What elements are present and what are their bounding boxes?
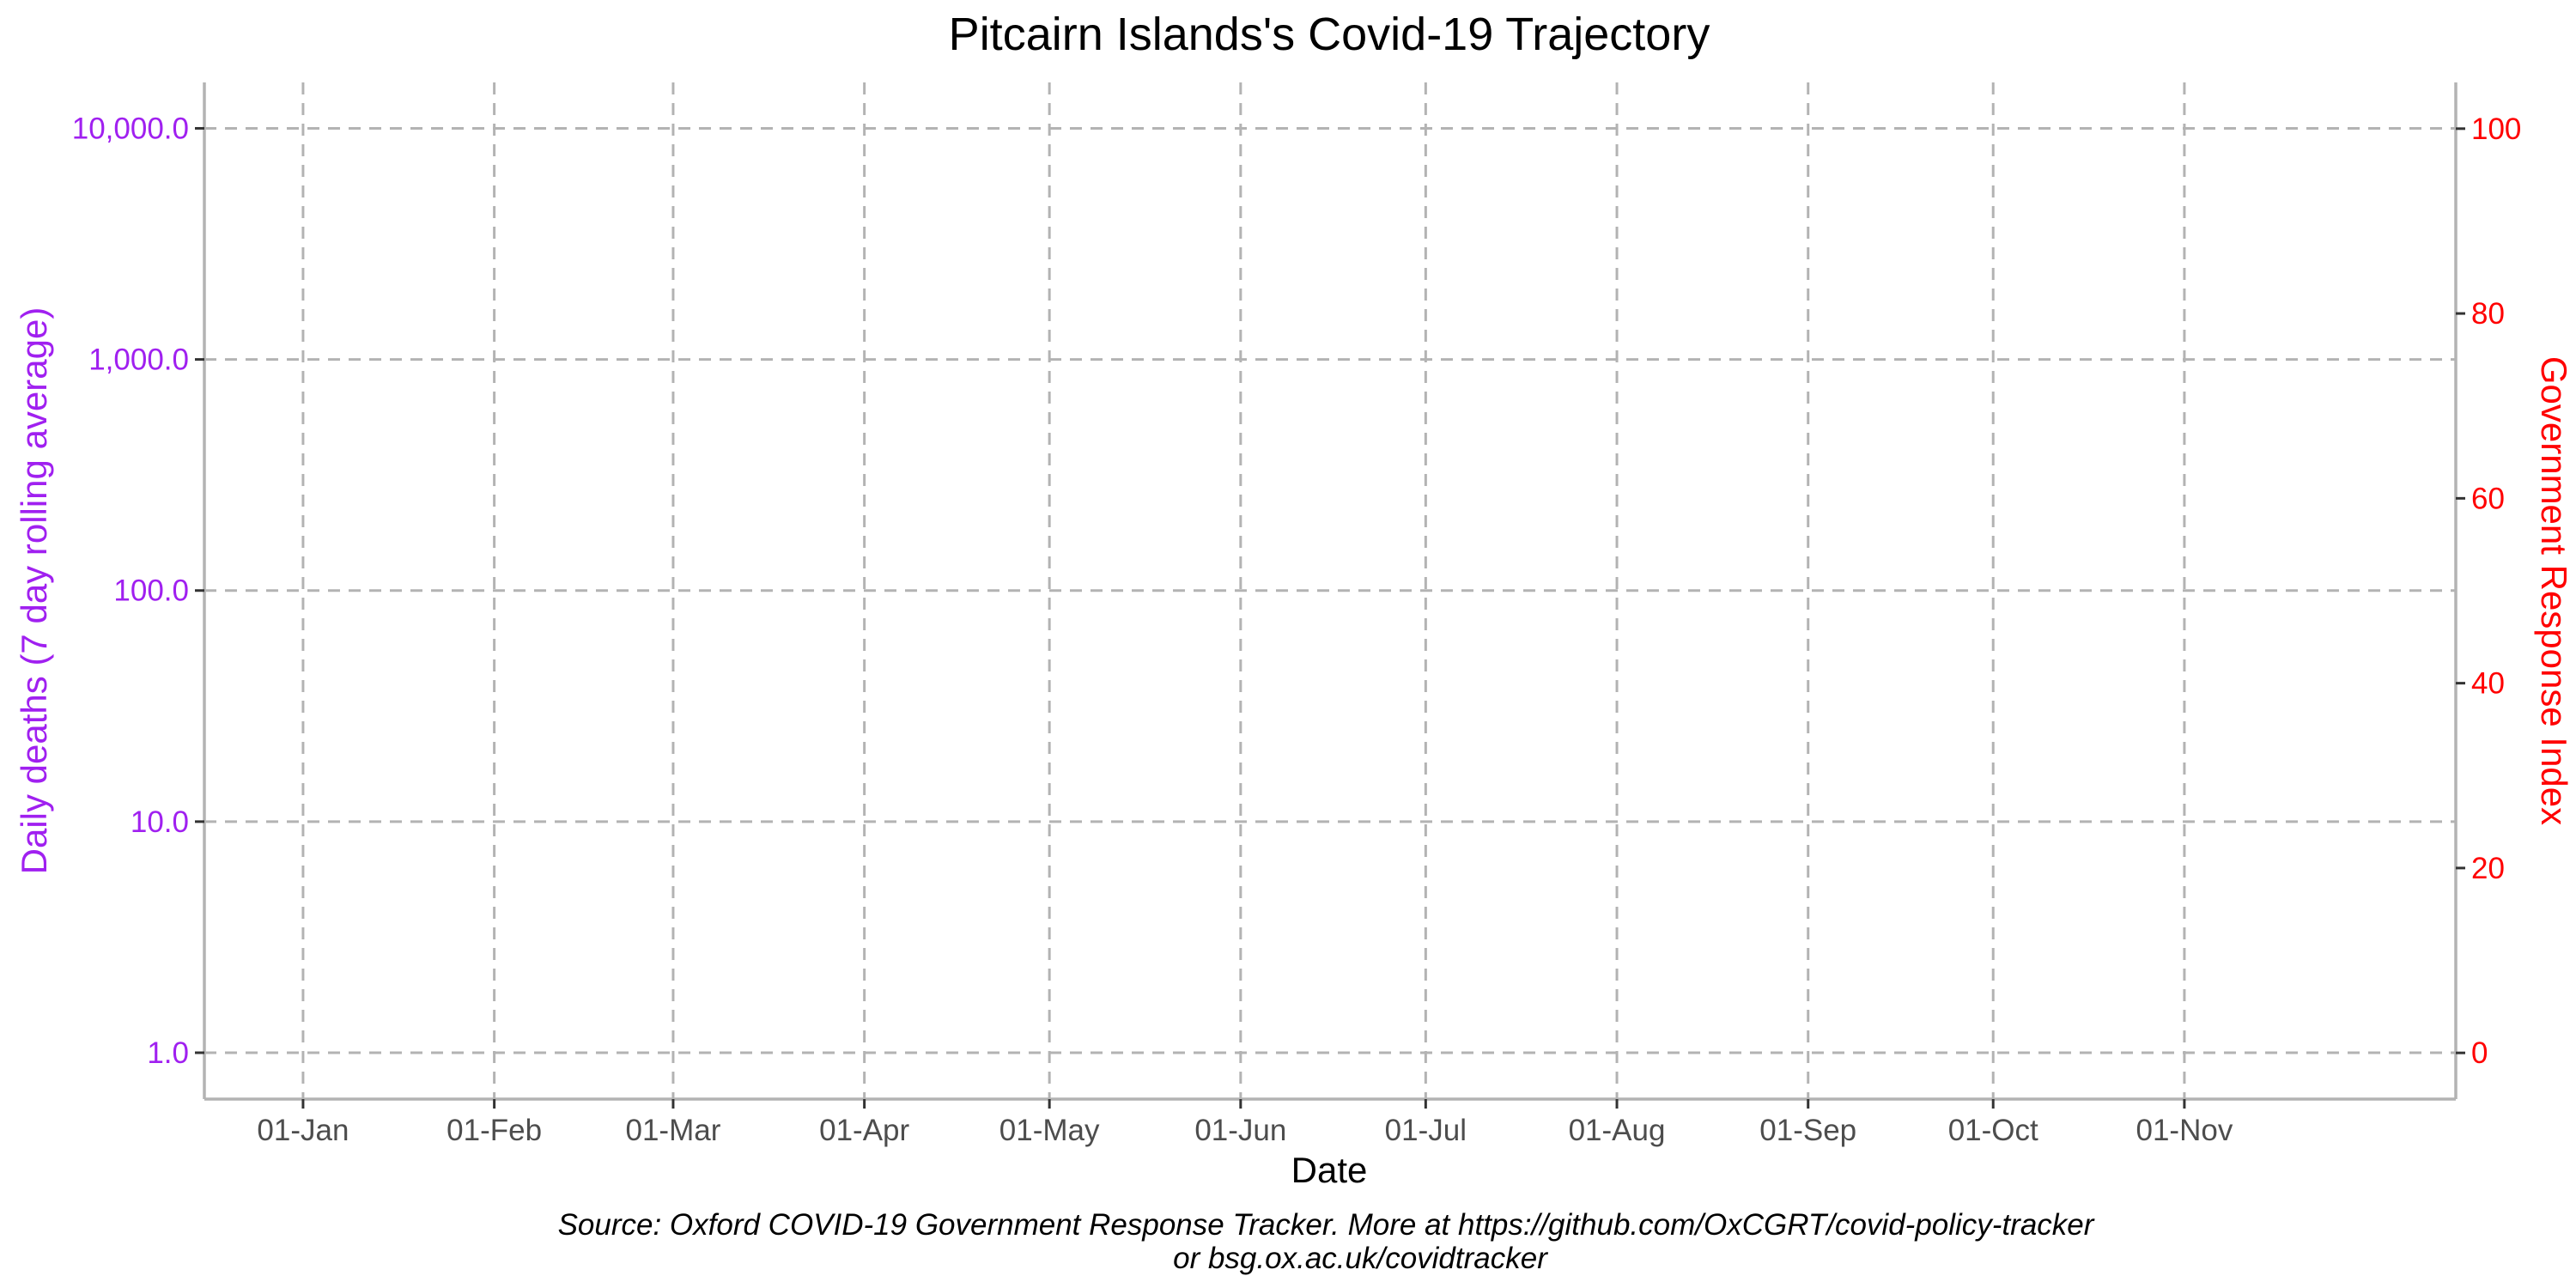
right-tick-label: 100 [2471,112,2521,146]
plot-area: 01-Jan 01-Feb 01-Mar 01-Apr 01-May 01-Jun 01-J… [72,82,2521,1147]
x-tick-label: 01-Mar [626,1114,721,1147]
right-tick-label: 80 [2471,297,2505,331]
left-tick-label: 1.0 [147,1036,189,1070]
x-tick-label: 01-Jun [1194,1114,1286,1147]
right-tick-label: 0 [2471,1036,2488,1070]
left-axis-ticks: 1.0 10.0 100.0 1,000.0 10,000.0 [72,112,204,1070]
x-axis-ticks: 01-Jan 01-Feb 01-Mar 01-Apr 01-May 01-Jun 01-J… [257,1099,2233,1147]
chart-title: Pitcairn Islands's Covid-19 Trajectory [949,9,1710,60]
left-tick-label: 10,000.0 [72,112,189,145]
vertical-gridlines [301,82,2186,1099]
left-tick-label: 100.0 [113,574,189,608]
x-tick-label: 01-Jan [257,1114,349,1147]
right-tick-label: 20 [2471,852,2505,885]
x-tick-label: 01-Nov [2136,1114,2233,1147]
x-tick-label: 01-Oct [1948,1114,2038,1147]
x-tick-label: 01-Jul [1385,1114,1467,1147]
horizontal-gridlines [204,126,2456,1054]
left-axis-label: Daily deaths (7 day rolling average) [14,307,54,875]
left-tick-label: 10.0 [131,805,189,839]
left-tick-label: 1,000.0 [88,343,189,377]
right-axis-ticks: 0 20 40 60 80 100 [2456,112,2521,1070]
right-tick-label: 60 [2471,482,2505,515]
x-axis-label: Date [1291,1150,1368,1190]
source-note-line-1: Source: Oxford COVID-19 Government Respo… [558,1208,2095,1242]
right-tick-label: 40 [2471,667,2505,701]
right-axis-label: Government Response Index [2534,356,2574,825]
x-tick-label: 01-Apr [819,1114,909,1147]
x-tick-label: 01-Aug [1569,1114,1666,1147]
x-tick-label: 01-Feb [447,1114,542,1147]
source-note-line-2: or bsg.ox.ac.uk/covidtracker [1173,1242,1548,1275]
x-tick-label: 01-Sep [1759,1114,1856,1147]
x-tick-label: 01-May [999,1114,1100,1147]
